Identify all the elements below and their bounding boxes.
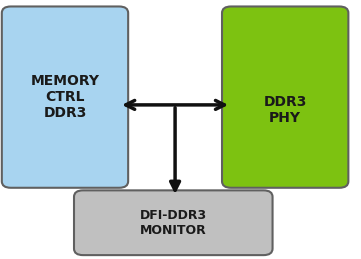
FancyBboxPatch shape: [222, 6, 348, 188]
Text: MEMORY
CTRL
DDR3: MEMORY CTRL DDR3: [30, 74, 100, 120]
Text: DDR3
PHY: DDR3 PHY: [264, 95, 307, 125]
FancyBboxPatch shape: [2, 6, 128, 188]
Text: DFI-DDR3
MONITOR: DFI-DDR3 MONITOR: [140, 209, 207, 237]
FancyBboxPatch shape: [74, 190, 273, 255]
